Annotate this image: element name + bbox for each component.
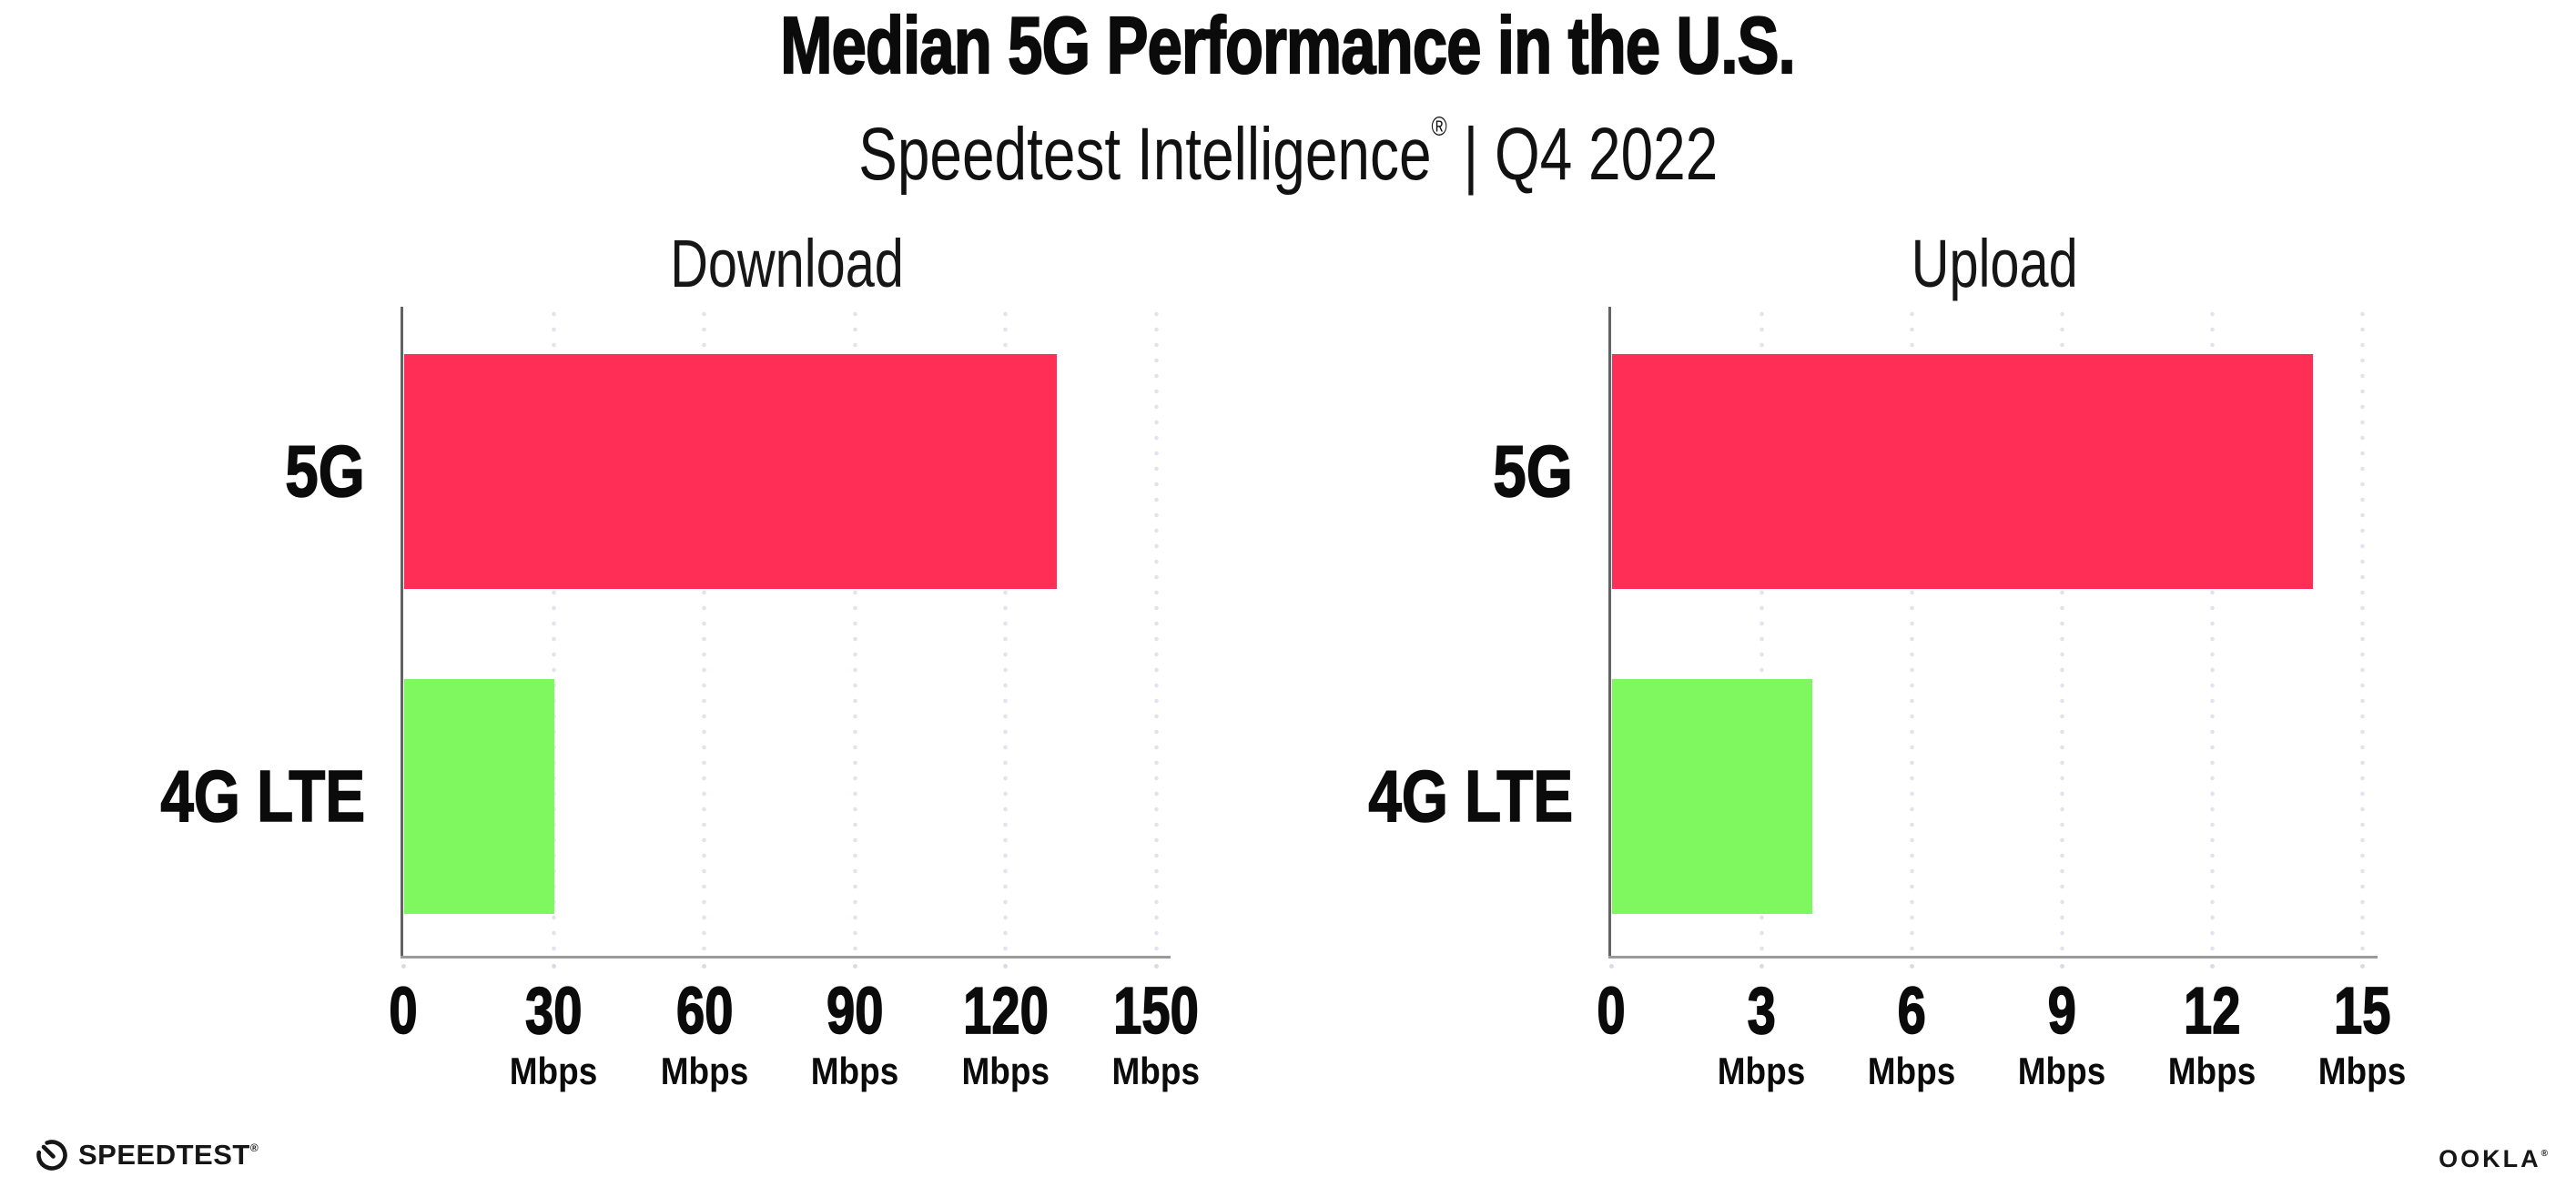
x-tick-value: 15 bbox=[2333, 975, 2391, 1048]
x-tick-unit: Mbps bbox=[1717, 1050, 1806, 1092]
x-tick-15: 15 Mbps bbox=[2312, 975, 2412, 1092]
x-tick-value: 0 bbox=[1597, 975, 1627, 1048]
bar-4g-lte bbox=[1612, 679, 1812, 914]
x-tick-value: 30 bbox=[524, 975, 583, 1048]
upload-chart-title: Upload bbox=[1911, 226, 2078, 301]
x-tick-value: 0 bbox=[389, 975, 419, 1048]
upload-y-axis bbox=[1608, 307, 1611, 959]
page-title-text: Median 5G Performance in the U.S. bbox=[780, 0, 1797, 90]
x-tick-unit: Mbps bbox=[660, 1050, 749, 1092]
bar-5g bbox=[404, 354, 1057, 589]
category-label-4g-lte: 4G LTE bbox=[1368, 756, 1574, 837]
tick-mark bbox=[1003, 964, 1009, 969]
x-tick-150: 150 Mbps bbox=[1101, 975, 1211, 1092]
x-tick-value: 9 bbox=[2047, 975, 2077, 1048]
tick-mark bbox=[2209, 964, 2215, 969]
ookla-wordmark: OOKLA® bbox=[2439, 1145, 2551, 1172]
tick-mark bbox=[1909, 964, 1914, 969]
tick-mark bbox=[551, 964, 556, 969]
tick-mark bbox=[852, 964, 857, 969]
page-subtitle: Speedtest Intelligence® | Q4 2022 bbox=[0, 87, 2576, 195]
gridline bbox=[1003, 307, 1009, 956]
gridline bbox=[1153, 307, 1159, 956]
x-tick-unit: Mbps bbox=[961, 1050, 1050, 1092]
ookla-registered-mark: ® bbox=[2541, 1149, 2551, 1159]
upload-plot-area bbox=[1611, 307, 2378, 956]
download-plot-area bbox=[403, 307, 1171, 956]
gauge-needle bbox=[41, 1144, 56, 1159]
bar-4g-lte bbox=[404, 679, 555, 914]
category-label-5g: 5G bbox=[1493, 431, 1574, 512]
tick-mark bbox=[401, 964, 406, 969]
category-label-5g: 5G bbox=[285, 431, 366, 512]
tick-mark bbox=[1608, 964, 1614, 969]
tick-mark bbox=[2359, 964, 2365, 969]
category-label-4g-lte: 4G LTE bbox=[160, 756, 366, 837]
gridline bbox=[2359, 307, 2365, 956]
x-tick-unit: Mbps bbox=[1867, 1050, 1956, 1092]
x-tick-6: 6 Mbps bbox=[1861, 975, 1962, 1092]
subtitle-brand: Speedtest Intelligence bbox=[857, 113, 1432, 196]
x-tick-unit: Mbps bbox=[2167, 1050, 2257, 1092]
x-tick-value: 3 bbox=[1747, 975, 1777, 1048]
download-x-axis bbox=[401, 956, 1171, 959]
x-tick-unit: Mbps bbox=[810, 1050, 899, 1092]
x-tick-30: 30 Mbps bbox=[504, 975, 604, 1092]
gridline bbox=[2059, 307, 2064, 956]
speedtest-wordmark: SPEEDTEST® bbox=[78, 1139, 259, 1171]
x-tick-unit: Mbps bbox=[1111, 1050, 1201, 1092]
x-tick-9: 9 Mbps bbox=[2012, 975, 2112, 1092]
x-tick-12: 12 Mbps bbox=[2162, 975, 2262, 1092]
x-tick-value: 12 bbox=[2183, 975, 2241, 1048]
speedtest-logo: SPEEDTEST® bbox=[35, 1138, 259, 1172]
download-chart-title: Download bbox=[670, 226, 904, 301]
subtitle-period: | Q4 2022 bbox=[1446, 113, 1719, 196]
download-y-axis bbox=[401, 307, 403, 959]
tick-mark bbox=[2059, 964, 2064, 969]
bar-5g bbox=[1612, 354, 2313, 589]
page-subtitle-text: Speedtest Intelligence® | Q4 2022 bbox=[858, 87, 1718, 195]
tick-mark bbox=[1153, 964, 1159, 969]
x-tick-value: 120 bbox=[962, 975, 1049, 1048]
x-tick-value: 150 bbox=[1112, 975, 1199, 1048]
speedtest-gauge-icon bbox=[36, 1140, 67, 1171]
upload-x-axis bbox=[1608, 956, 2378, 959]
x-tick-value: 90 bbox=[826, 975, 884, 1048]
x-tick-unit: Mbps bbox=[2017, 1050, 2106, 1092]
gridline bbox=[2209, 307, 2215, 956]
gridline bbox=[1909, 307, 1914, 956]
gridline bbox=[852, 307, 857, 956]
registered-mark: ® bbox=[1431, 112, 1447, 142]
gridline bbox=[551, 307, 556, 956]
x-tick-unit: Mbps bbox=[510, 1050, 598, 1092]
speedtest-registered-mark: ® bbox=[249, 1141, 259, 1154]
gridline bbox=[702, 307, 707, 956]
x-tick-0: 0 bbox=[385, 975, 421, 1048]
x-tick-90: 90 Mbps bbox=[805, 975, 905, 1092]
x-tick-value: 60 bbox=[675, 975, 734, 1048]
x-tick-3: 3 Mbps bbox=[1711, 975, 1811, 1092]
tick-mark bbox=[1759, 964, 1764, 969]
x-tick-value: 6 bbox=[1897, 975, 1927, 1048]
tick-mark bbox=[702, 964, 707, 969]
x-tick-120: 120 Mbps bbox=[951, 975, 1060, 1092]
gridline bbox=[1759, 307, 1764, 956]
x-tick-60: 60 Mbps bbox=[654, 975, 755, 1092]
page-title: Median 5G Performance in the U.S. bbox=[0, 0, 2576, 90]
x-tick-unit: Mbps bbox=[2317, 1050, 2407, 1092]
x-tick-0: 0 bbox=[1593, 975, 1629, 1048]
